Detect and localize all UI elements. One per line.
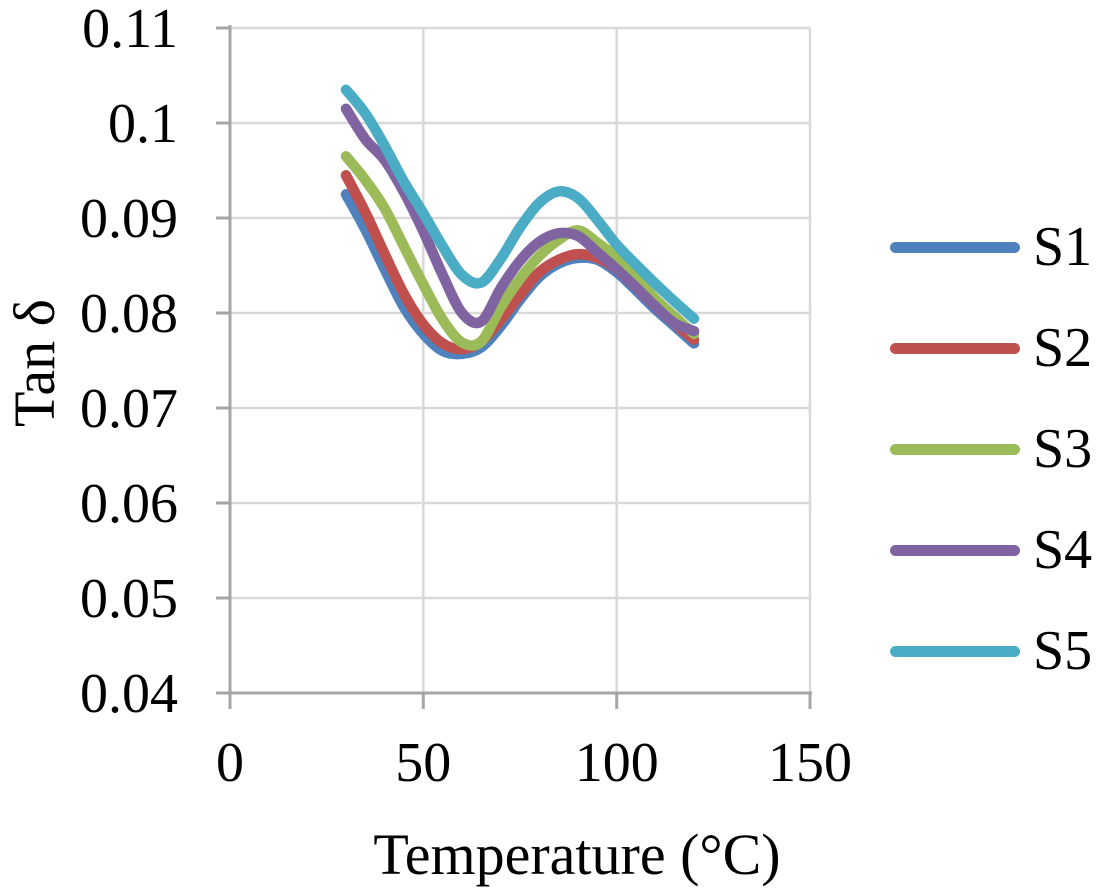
legend-item-s3: S3 (890, 398, 1092, 500)
y-tick-label-0.06: 0.06 (80, 473, 178, 535)
legend-item-s2: S2 (890, 297, 1092, 399)
series-line-s5 (340, 84, 700, 324)
legend-swatch-s4 (890, 544, 1020, 556)
x-tick-label-0: 0 (216, 732, 244, 794)
y-tick-label-0.04: 0.04 (80, 663, 178, 725)
legend-swatch-s1 (890, 241, 1020, 253)
tick-labels: 0.04 0.05 0.06 0.07 0.08 0.09 0.1 0.11 0 50 100 150 (80, 0, 852, 794)
legend-item-s5: S5 (890, 600, 1092, 702)
y-axis-title: Tan δ (2, 299, 67, 427)
series-line-s4 (340, 103, 700, 337)
y-tick-label-0.07: 0.07 (80, 378, 178, 440)
legend-label-s5: S5 (1033, 620, 1093, 682)
x-tick-label-150: 150 (768, 732, 852, 794)
legend: S1 S2 S3 S4 S5 (890, 0, 1102, 888)
legend-swatch-s2 (890, 342, 1020, 354)
y-tick-label-0.1: 0.1 (108, 93, 178, 155)
x-axis-title: Temperature (°C) (373, 822, 781, 887)
legend-label-s4: S4 (1033, 519, 1093, 581)
legend-swatch-s3 (890, 443, 1020, 455)
series-line-s3 (340, 151, 700, 351)
gridlines (230, 26, 812, 693)
legend-item-s1: S1 (890, 196, 1092, 298)
series-lines (340, 84, 700, 360)
legend-label-s1: S1 (1033, 216, 1093, 278)
axes (216, 25, 812, 709)
y-tick-label-0.09: 0.09 (80, 188, 178, 250)
legend-swatch-s5 (890, 645, 1020, 657)
y-tick-label-0.11: 0.11 (82, 0, 178, 60)
y-tick-label-0.05: 0.05 (80, 568, 178, 630)
x-tick-label-50: 50 (395, 732, 451, 794)
x-tick-label-100: 100 (575, 732, 659, 794)
legend-label-s2: S2 (1033, 317, 1093, 379)
y-tick-label-0.08: 0.08 (80, 283, 178, 345)
legend-label-s3: S3 (1033, 418, 1093, 480)
legend-item-s4: S4 (890, 499, 1092, 601)
